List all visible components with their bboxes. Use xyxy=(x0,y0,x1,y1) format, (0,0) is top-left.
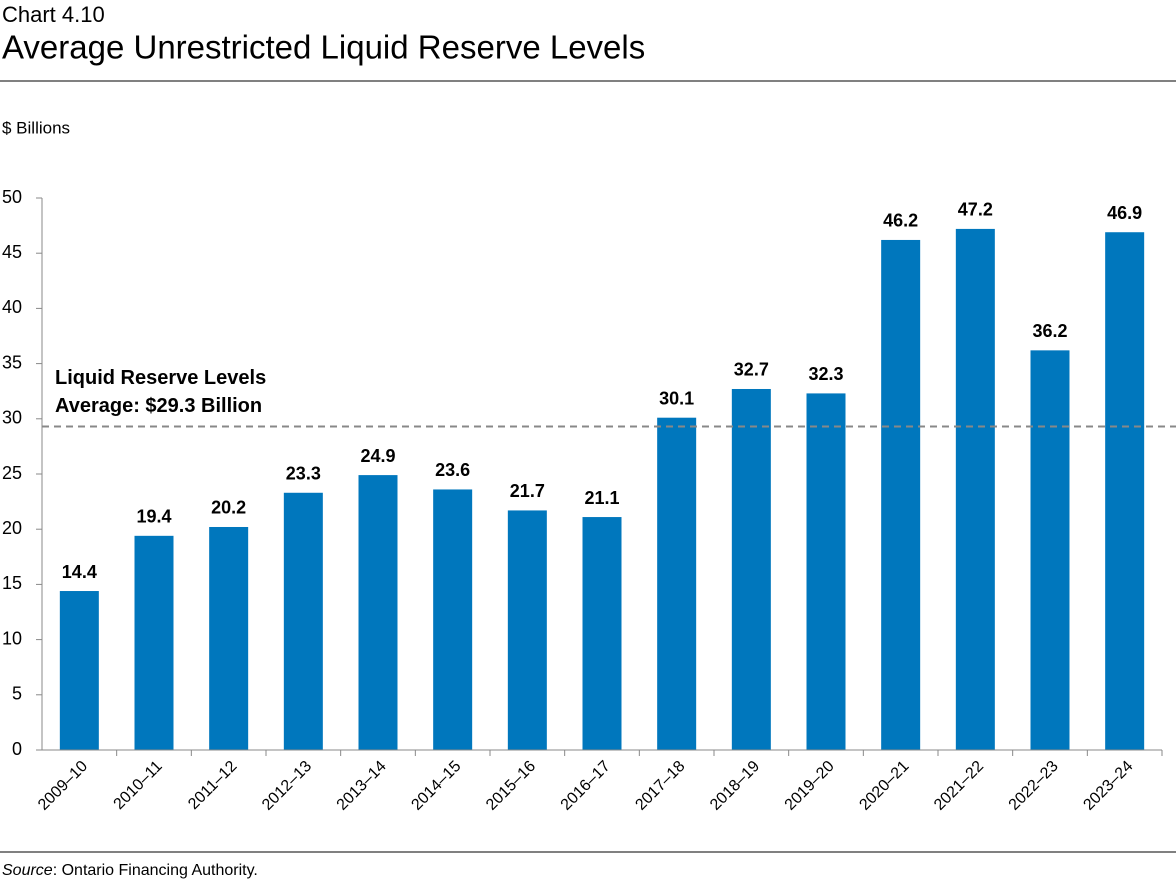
value-label: 32.7 xyxy=(734,360,769,380)
bar xyxy=(582,517,622,750)
source-text: : Ontario Financing Authority. xyxy=(53,862,258,879)
x-tick-label: 2019–20 xyxy=(782,758,838,814)
x-tick-label: 2016–17 xyxy=(558,758,614,814)
bar xyxy=(358,475,398,750)
bar xyxy=(507,510,547,750)
average-annotation: Average: $29.3 Billion xyxy=(55,395,262,417)
bar xyxy=(881,239,921,750)
bar xyxy=(1030,350,1070,750)
x-tick-label: 2012–13 xyxy=(259,758,315,814)
chart-supertitle: Chart 4.10 xyxy=(2,2,105,27)
y-tick-label: 20 xyxy=(2,518,22,538)
x-tick-label: 2010–11 xyxy=(111,758,166,813)
bar xyxy=(657,417,697,750)
x-tick-label: 2020–21 xyxy=(856,758,912,814)
value-label: 14.4 xyxy=(62,562,97,582)
bar xyxy=(731,388,771,750)
bar xyxy=(134,535,174,750)
average-annotation: Liquid Reserve Levels xyxy=(55,367,266,389)
y-tick-label: 45 xyxy=(2,242,22,262)
y-axis-label: $ Billions xyxy=(2,118,70,137)
x-tick-label: 2022–23 xyxy=(1006,758,1062,814)
y-tick-label: 50 xyxy=(2,187,22,207)
source-note: Source: Ontario Financing Authority. xyxy=(2,862,258,879)
bar xyxy=(283,492,323,750)
x-tick-label: 2009–10 xyxy=(35,758,91,814)
x-tick-label: 2023–24 xyxy=(1080,758,1136,814)
bar xyxy=(59,591,99,750)
y-tick-label: 0 xyxy=(12,739,22,759)
x-tick-label: 2017–18 xyxy=(632,758,688,814)
value-label: 47.2 xyxy=(958,200,993,220)
value-label: 23.3 xyxy=(286,464,321,484)
x-tick-label: 2015–16 xyxy=(483,758,539,814)
value-label: 46.9 xyxy=(1107,203,1142,223)
y-tick-label: 5 xyxy=(12,684,22,704)
y-tick-label: 35 xyxy=(2,352,22,372)
bar xyxy=(1105,232,1145,750)
y-tick-label: 30 xyxy=(2,408,22,428)
bar xyxy=(955,228,995,751)
value-label: 46.2 xyxy=(883,211,918,231)
value-label: 21.7 xyxy=(510,481,545,501)
x-tick-label: 2021–22 xyxy=(931,758,987,814)
value-label: 19.4 xyxy=(136,507,171,527)
value-label: 32.3 xyxy=(808,364,843,384)
chart-title: Average Unrestricted Liquid Reserve Leve… xyxy=(2,29,645,66)
value-label: 36.2 xyxy=(1032,321,1067,341)
value-label: 21.1 xyxy=(584,488,619,508)
x-tick-label: 2011–12 xyxy=(185,758,240,813)
y-tick-label: 10 xyxy=(2,628,22,648)
y-tick-label: 40 xyxy=(2,297,22,317)
y-tick-label: 15 xyxy=(2,573,22,593)
y-tick-label: 25 xyxy=(2,463,22,483)
value-label: 20.2 xyxy=(211,498,246,518)
bar xyxy=(209,526,249,750)
source-label: Source xyxy=(2,862,53,879)
value-label: 30.1 xyxy=(659,388,694,408)
value-label: 23.6 xyxy=(435,460,470,480)
x-tick-label: 2018–19 xyxy=(707,758,763,814)
x-tick-label: 2014–15 xyxy=(408,758,464,814)
x-tick-label: 2013–14 xyxy=(334,758,390,814)
value-label: 24.9 xyxy=(360,446,395,466)
bar xyxy=(806,393,846,750)
bar xyxy=(433,489,473,750)
